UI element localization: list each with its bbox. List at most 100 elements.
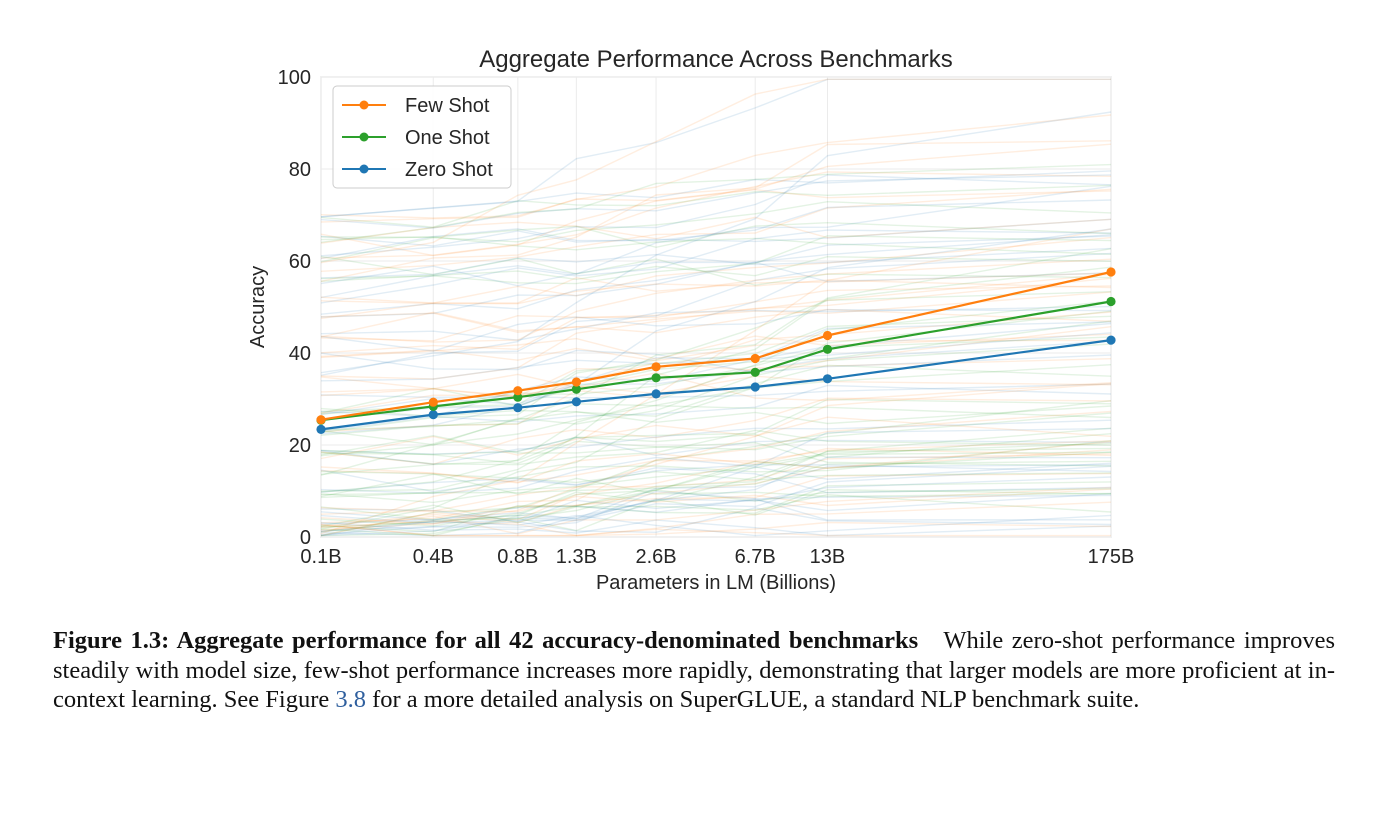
benchmark-line — [320, 228, 1112, 435]
benchmark-line — [320, 174, 1112, 257]
benchmark-line — [320, 140, 1112, 282]
benchmark-line — [320, 384, 1112, 432]
y-axis-label: Accuracy — [247, 266, 269, 348]
data-point-zero-shot — [316, 424, 326, 434]
benchmark-line — [320, 188, 1112, 272]
y-tick-label: 0 — [300, 527, 311, 549]
benchmark-line — [320, 228, 1112, 535]
legend-marker-zero-shot — [359, 164, 369, 174]
data-point-zero-shot — [428, 410, 438, 420]
benchmark-line — [320, 255, 1112, 282]
data-point-few-shot — [750, 353, 760, 364]
benchmark-line — [320, 403, 1112, 436]
benchmark-line — [320, 333, 1112, 360]
benchmark-line — [320, 493, 1112, 523]
benchmark-line — [320, 419, 1112, 466]
benchmark-line — [320, 291, 1112, 434]
legend-label-zero-shot: Zero Shot — [405, 159, 493, 181]
benchmark-line — [320, 451, 1112, 504]
benchmark-line — [320, 416, 1112, 460]
benchmark-line — [320, 490, 1112, 536]
data-point-zero-shot — [822, 374, 833, 384]
benchmark-line — [320, 507, 1112, 534]
data-point-few-shot — [513, 386, 523, 396]
axis-ticks: 0.1B 0.4B 0.8B 1.3B 2.6B 6.7B 13B 175B 0 20 40 60 80… — [278, 67, 1135, 568]
legend-entry-few-shot: Few Shot — [342, 95, 490, 117]
benchmark-line — [320, 339, 1112, 362]
legend-marker-few-shot — [359, 100, 369, 110]
x-axis-label: Parameters in LM (Billions) — [596, 572, 836, 594]
benchmark-line — [320, 442, 1112, 533]
benchmark-line — [320, 449, 1112, 531]
benchmark-line — [320, 470, 1112, 498]
benchmark-line — [320, 235, 1112, 285]
caption-text-end: for a more detailed analysis on SuperGLU… — [372, 686, 1140, 713]
x-tick-label: 1.3B — [556, 546, 597, 568]
benchmark-line — [320, 456, 1112, 532]
data-point-one-shot — [571, 384, 582, 394]
benchmark-line — [320, 184, 1112, 228]
benchmark-line — [320, 462, 1112, 537]
benchmark-line — [320, 143, 1112, 223]
data-point-zero-shot — [750, 382, 760, 392]
benchmark-line — [320, 364, 1112, 446]
benchmark-line — [320, 501, 1112, 537]
benchmark-line — [320, 170, 1112, 218]
legend-label-one-shot: One Shot — [405, 127, 490, 149]
y-tick-label: 40 — [289, 343, 311, 365]
legend-entry-one-shot: One Shot — [342, 127, 490, 149]
benchmark-line — [320, 488, 1112, 537]
x-tick-label: 0.1B — [300, 546, 341, 568]
benchmark-line — [320, 358, 1112, 433]
benchmark-line — [320, 236, 1112, 255]
data-point-few-shot — [571, 377, 582, 387]
benchmark-line — [320, 364, 1112, 431]
benchmark-line — [320, 343, 1112, 457]
benchmark-line — [320, 433, 1112, 459]
benchmark-line — [320, 273, 1112, 354]
benchmark-line — [320, 185, 1112, 299]
benchmark-line — [320, 467, 1112, 494]
benchmark-line — [320, 488, 1112, 515]
x-tick-label: 0.8B — [497, 546, 538, 568]
benchmark-line — [320, 315, 1112, 412]
benchmark-line — [320, 311, 1112, 398]
benchmark-line — [320, 405, 1112, 425]
chart-title: Aggregate Performance Across Benchmarks — [479, 46, 953, 73]
benchmark-line — [320, 234, 1112, 318]
data-point-few-shot — [1106, 267, 1116, 277]
benchmark-line — [320, 320, 1112, 414]
benchmark-line — [320, 78, 1111, 264]
y-tick-label: 20 — [289, 435, 311, 457]
data-point-few-shot — [822, 330, 833, 341]
benchmark-line — [320, 216, 1112, 244]
data-point-one-shot — [651, 373, 661, 383]
data-point-few-shot — [428, 397, 438, 407]
x-tick-label: 2.6B — [636, 546, 677, 568]
data-point-one-shot — [1106, 296, 1116, 307]
benchmark-line — [320, 349, 1112, 374]
data-point-zero-shot — [651, 389, 661, 399]
x-tick-label: 6.7B — [735, 546, 776, 568]
x-tick-label: 175B — [1088, 546, 1135, 568]
data-point-one-shot — [513, 392, 523, 402]
benchmark-line — [320, 332, 1112, 382]
benchmark-line — [320, 481, 1112, 521]
benchmark-line — [320, 382, 1112, 525]
benchmark-line — [320, 114, 1112, 219]
caption-figure-link[interactable]: 3.8 — [335, 686, 366, 713]
benchmark-line — [320, 464, 1112, 525]
benchmark-line — [320, 397, 1112, 465]
benchmark-line — [320, 429, 1112, 466]
data-point-one-shot — [750, 367, 760, 377]
benchmark-line — [320, 174, 1112, 229]
benchmark-line — [320, 441, 1112, 537]
y-tick-label: 60 — [289, 251, 311, 273]
benchmark-line — [320, 272, 1112, 304]
benchmark-line — [320, 514, 1112, 537]
benchmark-line — [320, 398, 1112, 475]
legend-box — [332, 85, 512, 189]
figure-caption: Figure 1.3: Aggregate performance for al… — [53, 626, 1335, 715]
x-tick-label: 13B — [810, 546, 846, 568]
y-tick-label: 100 — [278, 67, 311, 89]
